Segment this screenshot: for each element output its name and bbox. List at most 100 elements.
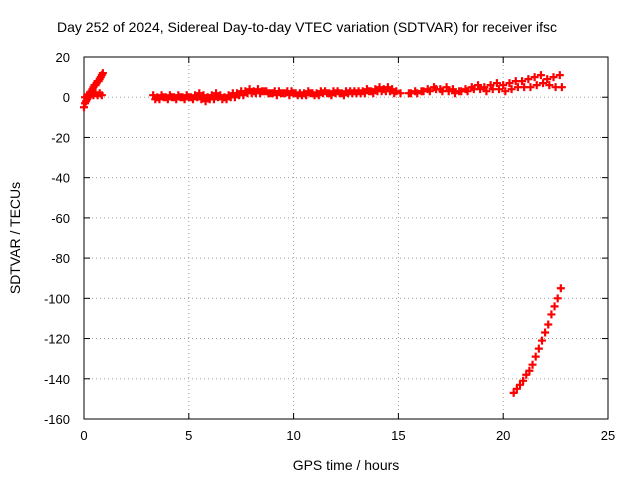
x-axis-label: GPS time / hours: [293, 457, 400, 473]
data-point: [555, 71, 564, 80]
data-point: [209, 95, 218, 104]
data-point: [383, 83, 392, 92]
y-tick-label: -120: [44, 332, 70, 347]
data-point: [522, 370, 531, 379]
data-point: [365, 87, 374, 96]
data-point: [544, 320, 553, 329]
data-point: [97, 91, 106, 100]
data-point: [537, 336, 546, 345]
data-point: [260, 87, 269, 96]
y-tick-label: -40: [51, 171, 70, 186]
data-point: [536, 71, 545, 80]
data-point: [507, 85, 516, 94]
data-point: [159, 93, 168, 102]
data-point: [253, 85, 262, 94]
data-point: [524, 75, 533, 84]
data-point: [534, 344, 543, 353]
data-point: [501, 87, 510, 96]
data-point: [390, 89, 399, 98]
data-point: [180, 95, 189, 104]
data-point: [281, 89, 290, 98]
data-point: [172, 95, 181, 104]
y-axis-label: SDTVAR / TECUs: [7, 182, 23, 294]
data-point: [195, 89, 204, 98]
data-point: [539, 79, 548, 88]
x-tick-label: 20: [496, 428, 510, 443]
y-tick-label: -140: [44, 372, 70, 387]
data-point: [547, 310, 556, 319]
data-point: [212, 89, 221, 98]
data-point: [444, 87, 453, 96]
data-point: [425, 87, 434, 96]
x-tick-label: 15: [391, 428, 405, 443]
data-point: [556, 284, 565, 293]
data-point: [176, 93, 185, 102]
data-point: [289, 89, 298, 98]
data-point: [163, 95, 172, 104]
axis-ticks: 0 5 10 15 20 25 20 0 -20 -40 -60 -80 -100 -120 -140 -16…: [44, 50, 615, 443]
data-point: [519, 376, 528, 385]
data-point: [272, 91, 281, 100]
data-point: [550, 302, 559, 311]
data-point: [557, 83, 566, 92]
data-point: [486, 81, 495, 90]
grid-lines: [84, 57, 608, 419]
data-point: [149, 91, 158, 100]
chart-title: Day 252 of 2024, Sidereal Day-to-day VTE…: [57, 19, 557, 35]
data-point: [512, 384, 521, 393]
data-point: [199, 91, 208, 100]
data-point: [532, 81, 541, 90]
data-point: [518, 77, 527, 86]
data-point: [285, 91, 294, 100]
data-point: [222, 95, 231, 104]
data-point: [375, 83, 384, 92]
y-tick-label: -80: [51, 251, 70, 266]
data-point: [306, 89, 315, 98]
data-point: [155, 95, 164, 104]
data-point: [549, 73, 558, 82]
data-point: [188, 95, 197, 104]
data-point: [543, 75, 552, 84]
data-point: [207, 91, 216, 100]
y-tick-label: -160: [44, 412, 70, 427]
data-point: [184, 93, 193, 102]
data-point: [413, 89, 422, 98]
y-tick-label: -100: [44, 291, 70, 306]
data-point: [197, 95, 206, 104]
data-point: [386, 87, 395, 96]
x-tick-label: 10: [286, 428, 300, 443]
data-point: [530, 73, 539, 82]
data-point: [474, 81, 483, 90]
y-tick-label: -20: [51, 130, 70, 145]
data-point: [553, 294, 562, 303]
data-point: [98, 69, 107, 78]
x-tick-label: 25: [601, 428, 615, 443]
data-point: [168, 93, 177, 102]
data-point: [526, 83, 535, 92]
data-point: [515, 380, 524, 389]
data-point: [525, 366, 534, 375]
x-tick-label: 0: [80, 428, 87, 443]
data-point: [302, 91, 311, 100]
data-point: [245, 85, 254, 94]
data-point: [448, 85, 457, 94]
data-point: [323, 89, 332, 98]
data-point: [432, 85, 441, 94]
data-point: [327, 91, 336, 100]
data-point: [369, 89, 378, 98]
data-point: [201, 97, 210, 106]
data-point: [193, 93, 202, 102]
data-point: [482, 87, 491, 96]
y-tick-label: 0: [63, 90, 70, 105]
data-point: [505, 79, 514, 88]
data-point: [450, 89, 459, 98]
data-point: [545, 81, 554, 90]
data-point: [495, 85, 504, 94]
data-point: [509, 388, 518, 397]
data-point: [528, 360, 537, 369]
y-tick-label: -60: [51, 211, 70, 226]
y-tick-label: 20: [56, 50, 70, 65]
data-point: [492, 79, 501, 88]
data-point: [230, 93, 239, 102]
